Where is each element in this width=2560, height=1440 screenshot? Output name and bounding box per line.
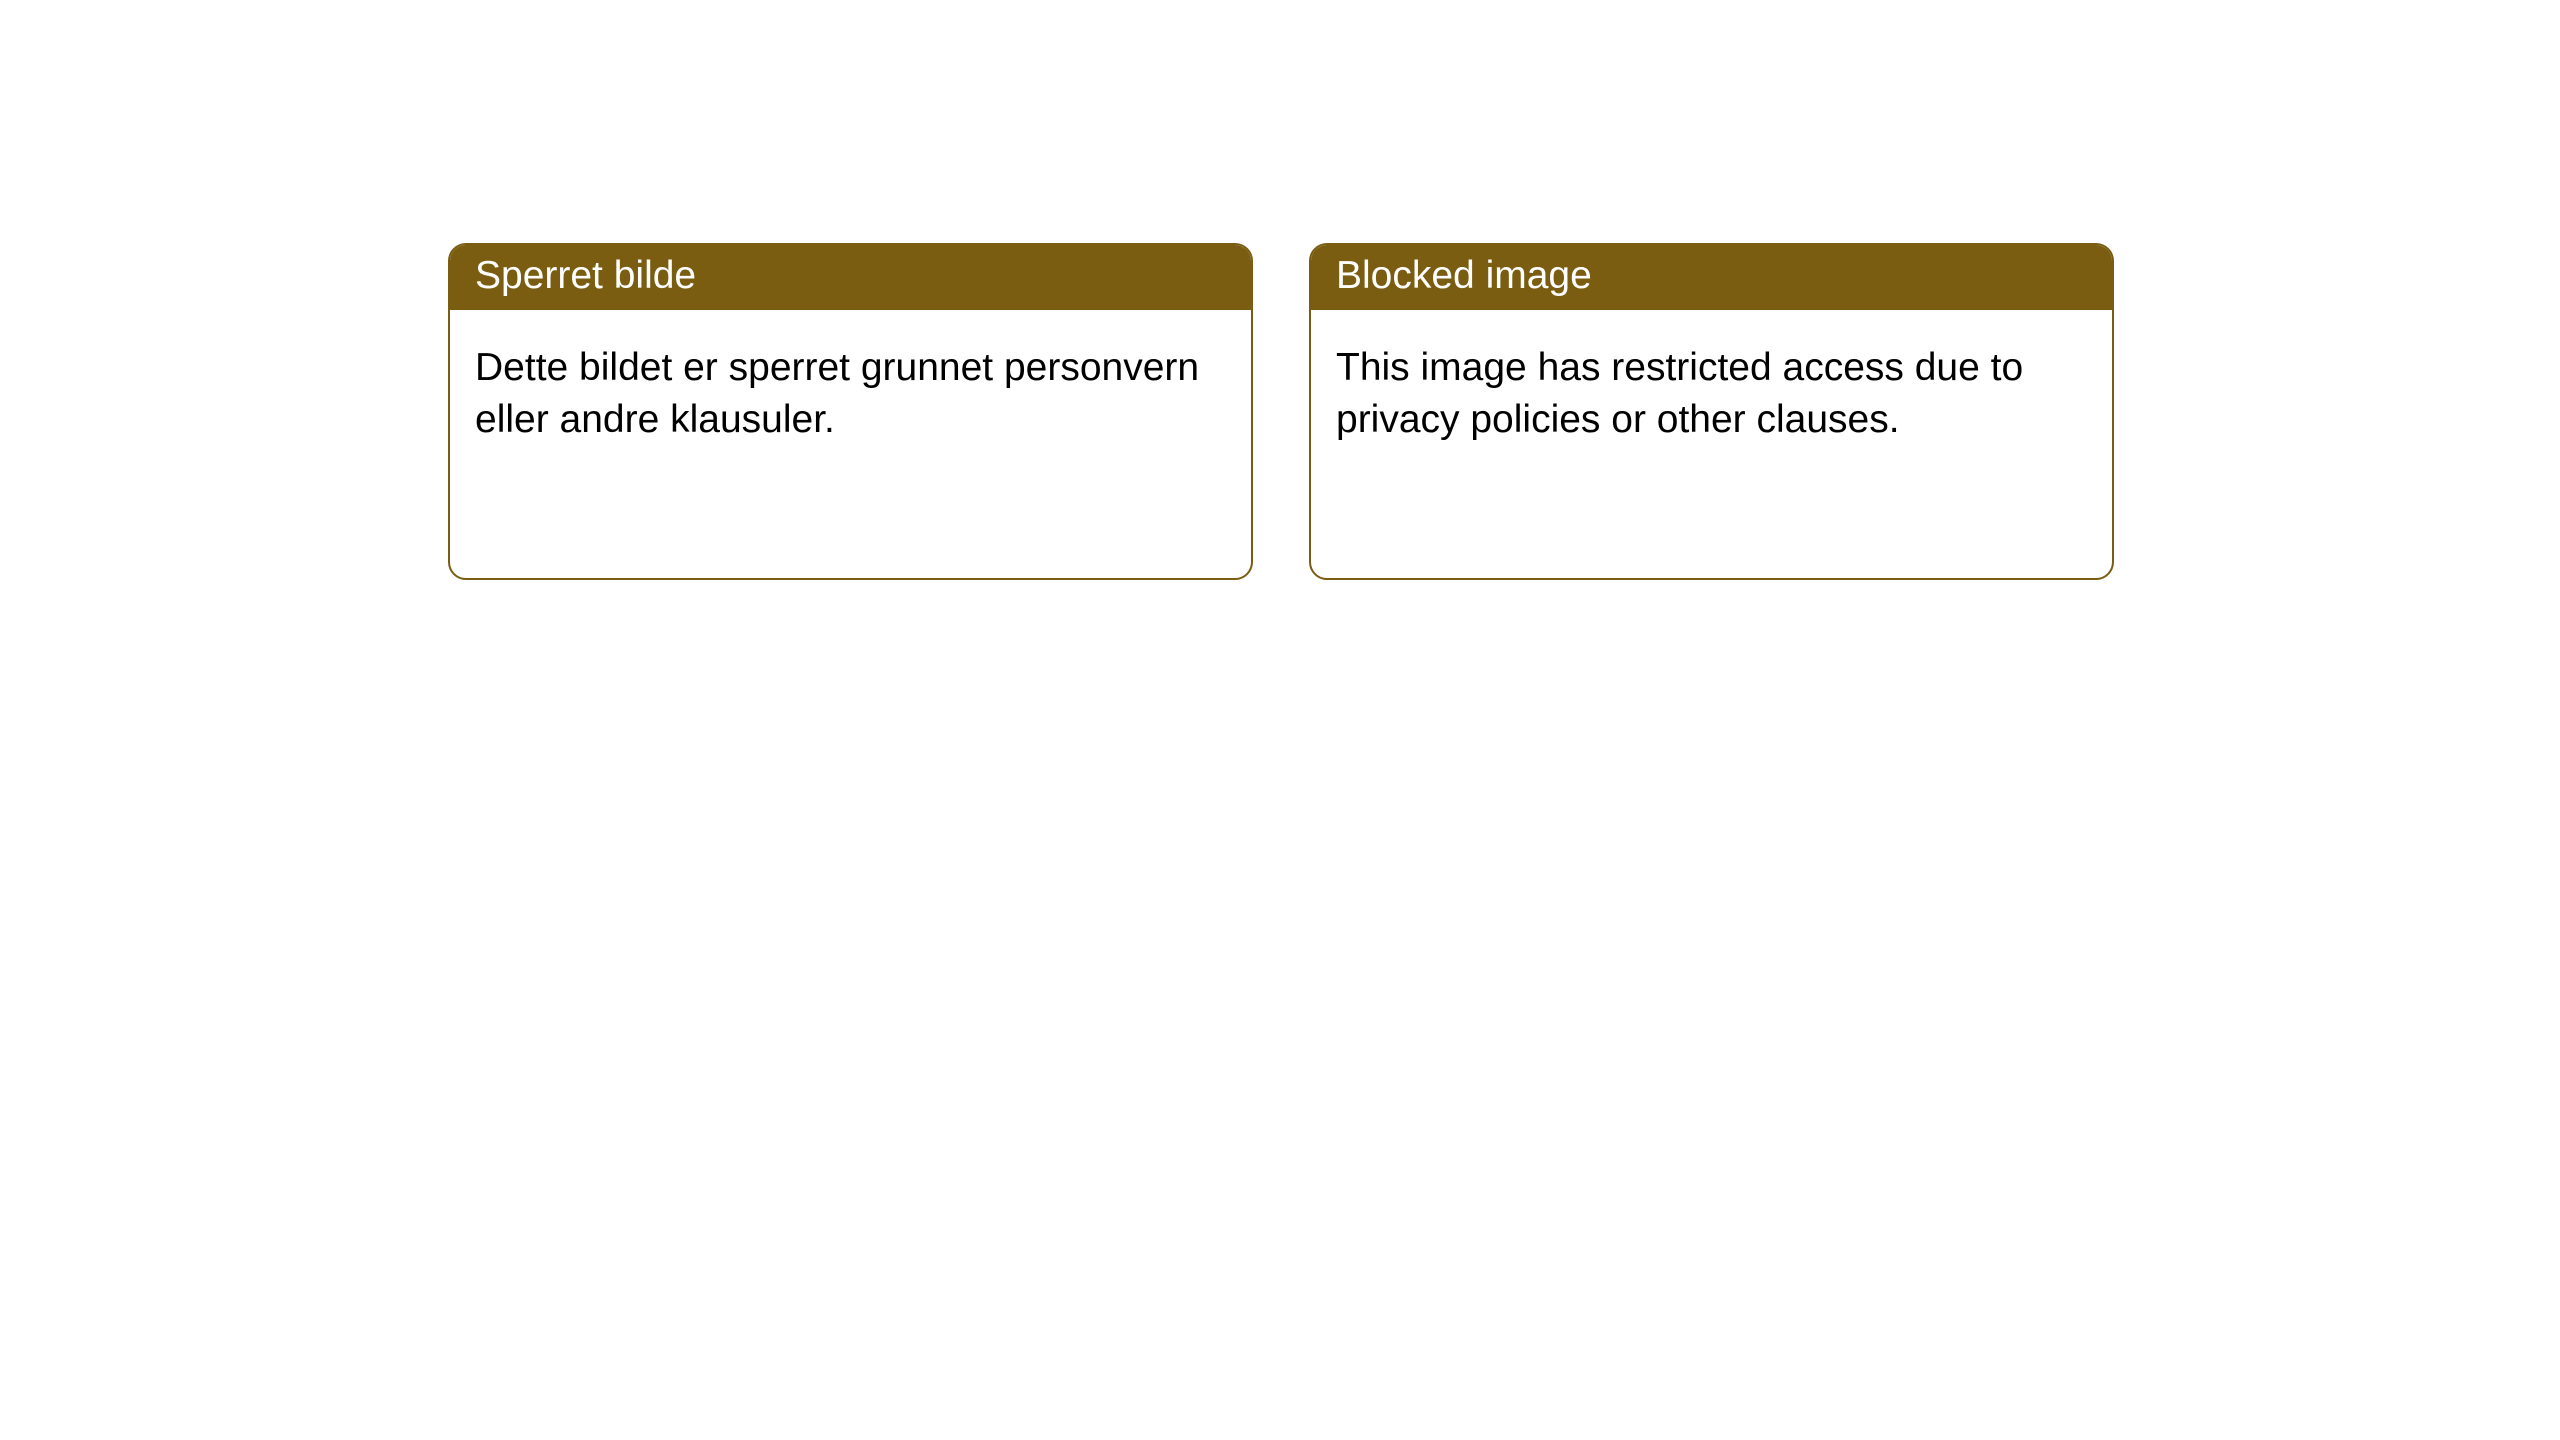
notice-header: Sperret bilde	[450, 245, 1251, 310]
notice-box-english: Blocked image This image has restricted …	[1309, 243, 2114, 580]
notice-body: Dette bildet er sperret grunnet personve…	[450, 310, 1251, 479]
notice-header: Blocked image	[1311, 245, 2112, 310]
notice-container: Sperret bilde Dette bildet er sperret gr…	[0, 0, 2560, 580]
notice-box-norwegian: Sperret bilde Dette bildet er sperret gr…	[448, 243, 1253, 580]
notice-body: This image has restricted access due to …	[1311, 310, 2112, 479]
